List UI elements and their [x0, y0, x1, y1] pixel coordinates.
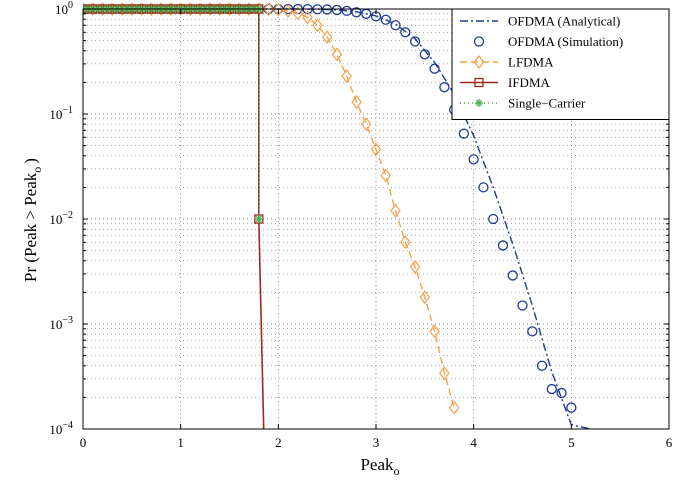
- data-point: [517, 300, 528, 311]
- data-point: [400, 27, 411, 38]
- data-point: [409, 259, 421, 274]
- legend-entry-single-carrier: Single−Carrier: [460, 96, 586, 111]
- data-point: [380, 14, 391, 25]
- data-point: [390, 20, 401, 31]
- data-point: [527, 326, 538, 337]
- x-tick-label: 2: [275, 435, 282, 450]
- data-point: [507, 270, 518, 281]
- legend-marker: [473, 55, 485, 69]
- data-point: [566, 402, 577, 413]
- x-axis-label: Peako: [360, 455, 399, 478]
- legend-box: [451, 8, 670, 120]
- data-point: [478, 182, 489, 193]
- data-point: [370, 142, 382, 157]
- data-point: [360, 117, 372, 132]
- data-point: [331, 47, 343, 62]
- legend-entry-lfdma: LFDMA: [460, 55, 554, 70]
- legend-label: OFDMA (Analytical): [508, 14, 620, 29]
- legend-label: IFDMA: [508, 75, 551, 90]
- data-point: [458, 128, 470, 139]
- data-point: [380, 168, 392, 183]
- data-point: [341, 69, 352, 84]
- legend-marker: [474, 77, 484, 88]
- x-tick-label: 1: [177, 435, 184, 450]
- data-point: [351, 7, 362, 18]
- y-tick-label: 10−1: [49, 105, 73, 122]
- data-point: [321, 30, 333, 45]
- y-tick-label: 10−2: [49, 210, 73, 227]
- data-point: [331, 4, 343, 16]
- data-point: [263, 3, 274, 16]
- legend-entry-ofdma-simulation: OFDMA (Simulation): [473, 34, 623, 49]
- legend-label: Single−Carrier: [508, 96, 586, 111]
- data-point: [439, 82, 450, 93]
- x-tick-label: 3: [373, 435, 380, 450]
- data-point: [400, 235, 411, 250]
- data-point: [419, 49, 430, 60]
- series-line: [83, 8, 260, 219]
- y-tick-label: 100: [55, 0, 73, 17]
- data-point: [448, 400, 460, 415]
- y-tick-label: 10−4: [49, 420, 73, 437]
- legend-marker: [473, 36, 485, 47]
- x-tick-label: 0: [80, 435, 87, 450]
- y-axis-label: Pr (Peak > Peako): [21, 158, 44, 282]
- legend-label: OFDMA (Simulation): [508, 34, 623, 49]
- data-point: [439, 366, 450, 381]
- data-point: [488, 213, 499, 225]
- legend: OFDMA (Analytical) OFDMA (Simulation) LFDM…: [451, 8, 670, 120]
- data-point: [351, 95, 362, 110]
- data-point: [273, 3, 284, 17]
- data-point: [429, 324, 440, 339]
- data-point: [468, 154, 479, 165]
- data-point: [302, 10, 313, 25]
- legend-entry-ofdma-analytical: OFDMA (Analytical): [460, 14, 620, 29]
- data-point: [546, 383, 557, 395]
- data-point: [390, 203, 401, 218]
- data-point: [409, 36, 421, 47]
- legend-marker: [475, 99, 483, 107]
- series-lfdma: [83, 3, 460, 415]
- data-point: [341, 5, 352, 17]
- data-point: [556, 387, 567, 399]
- series-ifdma: [83, 4, 265, 429]
- data-point: [419, 290, 431, 305]
- legend-entry-ifdma: IFDMA: [460, 75, 551, 90]
- y-tick-label: 10−3: [49, 315, 73, 332]
- data-point: [292, 6, 304, 21]
- x-tick-label: 5: [568, 435, 575, 450]
- data-point: [536, 360, 548, 371]
- data-point: [429, 63, 440, 74]
- ticks: 0 1 2 3 4 5 6 10−4 10−3 10−2 10−1 100: [49, 0, 672, 450]
- x-tick-label: 6: [666, 435, 673, 450]
- legend-label: LFDMA: [508, 55, 554, 70]
- data-point: [254, 215, 263, 223]
- data-point: [312, 18, 323, 33]
- x-tick-label: 4: [470, 435, 477, 450]
- data-point: [497, 240, 509, 251]
- series-line: [83, 8, 265, 429]
